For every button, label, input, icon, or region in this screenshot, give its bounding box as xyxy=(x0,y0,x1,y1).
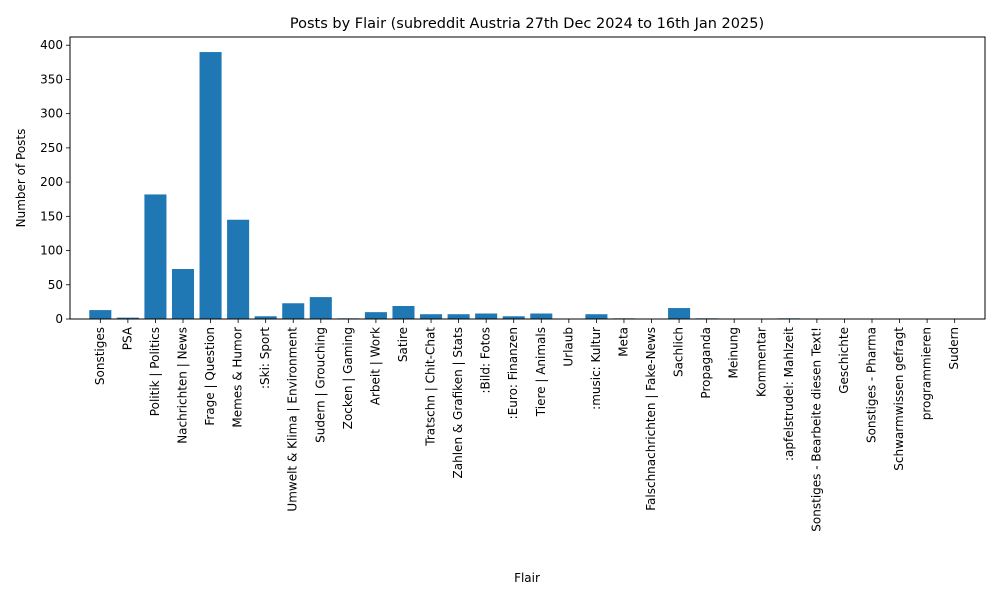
x-tick-label: Satire xyxy=(396,327,410,362)
bar xyxy=(282,303,305,319)
x-tick-label: Urlaub xyxy=(561,327,575,367)
x-tick-label: :Ski: Sport xyxy=(258,327,272,389)
x-tick-label: Propaganda xyxy=(699,327,713,399)
x-tick-label: Sonstiges - Bearbeite diesen Text! xyxy=(809,327,823,532)
bar xyxy=(116,317,139,319)
y-tick-label: 150 xyxy=(40,209,63,223)
x-tick-label: :music: Kultur xyxy=(589,327,603,410)
x-tick-label: Sachlich xyxy=(672,327,686,377)
x-tick-label: Meinung xyxy=(727,327,741,379)
x-tick-label: Geschichte xyxy=(837,327,851,394)
x-tick-label: Politik | Politics xyxy=(148,327,162,416)
bar xyxy=(668,308,691,319)
bar xyxy=(227,219,250,319)
x-tick-label: Kommentar xyxy=(754,327,768,397)
bars-group xyxy=(89,52,801,320)
y-tick-label: 200 xyxy=(40,175,63,189)
bar xyxy=(144,194,167,319)
bar xyxy=(309,297,332,319)
plot-frame xyxy=(69,36,986,320)
bar xyxy=(502,316,525,319)
x-tick-label: Frage | Question xyxy=(203,327,217,426)
x-tick-label: :apfelstrudel: Mahlzeit xyxy=(782,327,796,461)
bar xyxy=(364,312,387,319)
x-tick-label: Sudern | Grouching xyxy=(313,327,327,443)
x-tick-label: Zocken | Gaming xyxy=(341,327,355,429)
bar xyxy=(89,310,112,319)
bar xyxy=(475,313,498,319)
y-tick-label: 350 xyxy=(40,72,63,86)
y-axis-label: Number of Posts xyxy=(14,129,28,228)
x-tick-label: Sonstiges - Pharma xyxy=(865,327,879,443)
x-tick-label: Nachrichten | News xyxy=(176,327,190,444)
bar xyxy=(171,269,195,319)
y-tick-label: 300 xyxy=(40,107,63,121)
y-tick-label: 400 xyxy=(40,38,63,52)
x-tick-label: Tiere | Animals xyxy=(534,327,548,417)
bar xyxy=(585,314,608,319)
x-tick-label: Tratschn | Chit-Chat xyxy=(424,327,438,447)
bar xyxy=(199,52,222,320)
x-tick-label: Meta xyxy=(616,327,630,357)
x-axis: Sonstiges PSA Politik | Politics Nachrichte… xyxy=(93,319,961,532)
y-tick-label: 100 xyxy=(40,244,63,258)
bar xyxy=(447,314,470,319)
x-tick-label: Schwarmwissen gefragt xyxy=(892,327,906,471)
x-tick-label: Falschnachrichten | Fake-News xyxy=(644,327,658,511)
x-tick-label: PSA xyxy=(120,326,134,350)
y-tick-label: 50 xyxy=(48,278,63,292)
x-tick-label: Memes & Humor xyxy=(231,327,245,428)
x-tick-label: Umwelt & Klima | Environment xyxy=(286,327,300,512)
x-tick-label: Zahlen & Grafiken | Stats xyxy=(451,327,465,478)
x-tick-label: Sonstiges xyxy=(93,327,107,385)
bar xyxy=(530,313,553,319)
x-tick-label: Sudern xyxy=(947,327,961,370)
y-tick-label: 250 xyxy=(40,141,63,155)
x-tick-label: Arbeit | Work xyxy=(368,327,382,405)
y-axis: 0 50 100 150 200 250 300 350 400 xyxy=(40,38,70,326)
bar xyxy=(254,316,277,319)
y-tick-label: 0 xyxy=(55,312,63,326)
x-tick-label: :Euro: Finanzen xyxy=(506,327,520,419)
bar xyxy=(420,314,443,319)
bar xyxy=(392,306,415,319)
chart-title: Posts by Flair (subreddit Austria 27th D… xyxy=(290,16,764,32)
x-axis-label: Flair xyxy=(514,571,540,585)
x-tick-label: programmieren xyxy=(920,327,934,420)
x-tick-label: :Bild: Fotos xyxy=(479,327,493,394)
